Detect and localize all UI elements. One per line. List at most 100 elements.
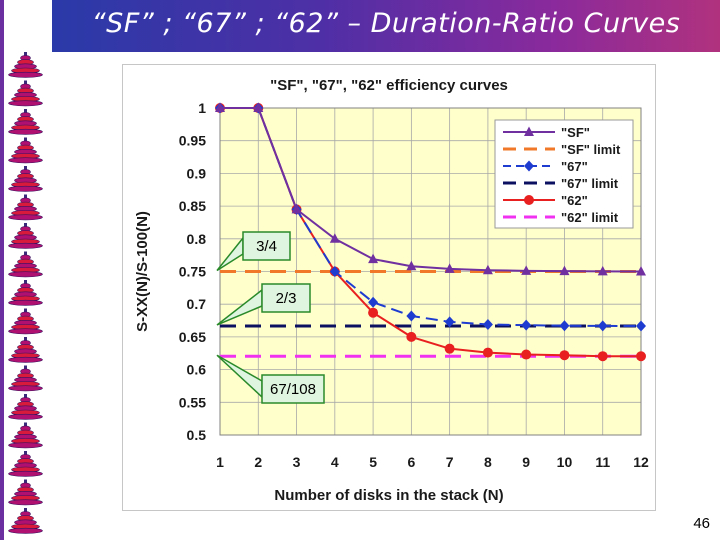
y-tick-label: 0.9 <box>187 165 207 181</box>
data-point <box>444 343 455 354</box>
legend-label: "SF" limit <box>561 142 621 157</box>
data-point <box>559 265 570 276</box>
data-point <box>521 349 532 360</box>
y-tick-label: 0.65 <box>179 329 206 345</box>
data-point <box>329 233 340 243</box>
data-point <box>444 263 455 273</box>
left-strip-edge <box>0 0 4 540</box>
legend-marker <box>524 195 534 205</box>
legend-marker <box>524 160 534 172</box>
data-point <box>291 203 302 214</box>
decorative-left-strip <box>0 0 52 540</box>
data-point <box>636 351 646 362</box>
stack-disk <box>8 157 43 164</box>
stack-disk <box>8 100 43 107</box>
x-tick-label: 10 <box>557 454 573 470</box>
disk-stack-icon <box>8 308 43 335</box>
data-point <box>482 347 493 358</box>
data-point <box>253 102 264 112</box>
data-point <box>597 320 608 332</box>
x-tick-label: 9 <box>522 454 530 470</box>
x-tick-label: 5 <box>369 454 377 470</box>
y-tick-label: 0.95 <box>179 133 206 149</box>
disk-stack-icon <box>8 394 43 420</box>
x-axis-label: Number of disks in the stack (N) <box>274 487 503 504</box>
legend-label: "SF" <box>561 125 590 140</box>
disk-stack-icon <box>8 109 43 135</box>
stack-disk <box>8 356 43 363</box>
disk-stack-icon <box>8 52 43 78</box>
x-tick-label: 7 <box>446 454 454 470</box>
data-point <box>636 320 646 332</box>
stack-disk <box>8 499 43 506</box>
data-point <box>368 296 379 308</box>
y-axis-label: S-XX(N)/S-100(N) <box>134 211 151 332</box>
x-tick-label: 1 <box>216 454 224 470</box>
data-point <box>406 260 417 271</box>
data-point <box>368 307 379 318</box>
data-point <box>368 253 379 264</box>
disk-stack-icon <box>8 479 43 506</box>
disk-stack-icon <box>8 451 43 477</box>
disk-stack-icon <box>8 223 43 249</box>
stack-disk <box>8 71 43 78</box>
legend-label: "62" limit <box>561 210 619 225</box>
data-point <box>521 265 532 275</box>
y-tick-label: 0.6 <box>187 362 207 378</box>
chart-panel: "SF", "67", "62" efficiency curves 0.5 0.5… <box>122 64 656 511</box>
stack-disk <box>8 527 43 534</box>
data-point <box>215 102 225 112</box>
disk-stack-icon <box>8 194 43 221</box>
disk-stack-icon <box>8 422 43 449</box>
stack-disk <box>8 385 43 392</box>
title-bar: “SF” ; “67” ; “62” – Duration-Ratio Curv… <box>52 0 720 52</box>
stack-disk <box>8 470 43 477</box>
stack-disk <box>8 242 43 249</box>
stack-disk <box>8 271 43 278</box>
legend-label: "67" <box>561 159 588 174</box>
y-tick-label: 0.8 <box>187 231 207 247</box>
disk-stack-icons <box>8 52 43 534</box>
slide-title: “SF” ; “67” ; “62” – Duration-Ratio Curv… <box>91 8 681 39</box>
data-point <box>559 320 570 332</box>
legend-label: "67" limit <box>561 176 619 191</box>
efficiency-chart: "SF", "67", "62" efficiency curves 0.5 0.5… <box>134 77 649 504</box>
disk-stack-icon <box>8 137 43 164</box>
y-tick-label: 0.7 <box>187 296 207 312</box>
y-tick-label: 1 <box>198 100 206 116</box>
stack-disk <box>8 185 43 192</box>
series-triangle <box>215 102 646 276</box>
stack-disk <box>8 442 43 449</box>
x-tick-label: 2 <box>254 454 262 470</box>
disk-stack-icon <box>8 365 43 392</box>
data-point <box>597 265 608 276</box>
x-tick-label: 8 <box>484 454 492 470</box>
disk-stack-icon <box>8 80 43 107</box>
data-point <box>636 266 646 276</box>
disk-stack-icon <box>8 280 43 306</box>
disk-stack-icon <box>8 337 43 363</box>
x-tick-label: 12 <box>633 454 649 470</box>
disk-stack-icon <box>8 166 43 192</box>
data-point <box>521 319 532 331</box>
data-point <box>482 318 493 330</box>
chart-title: "SF", "67", "62" efficiency curves <box>270 77 508 94</box>
disk-stack-icon <box>8 508 43 534</box>
legend-box <box>494 119 634 229</box>
x-tick-label: 11 <box>595 454 610 470</box>
stack-disk <box>8 214 43 221</box>
y-tick-label: 0.75 <box>179 264 206 280</box>
data-point <box>597 351 608 362</box>
legend-marker <box>524 126 534 136</box>
data-point <box>482 264 493 275</box>
y-tick-label: 0.55 <box>179 394 206 410</box>
page-number: 46 <box>693 515 710 532</box>
series-line <box>220 107 642 273</box>
x-tick-label: 4 <box>331 454 339 470</box>
data-point <box>406 331 417 342</box>
x-tick-label: 6 <box>407 454 415 470</box>
data-point <box>559 350 570 361</box>
y-tick-label: 0.5 <box>187 427 207 443</box>
y-tick-label: 0.85 <box>179 198 206 214</box>
stack-disk <box>8 128 43 135</box>
